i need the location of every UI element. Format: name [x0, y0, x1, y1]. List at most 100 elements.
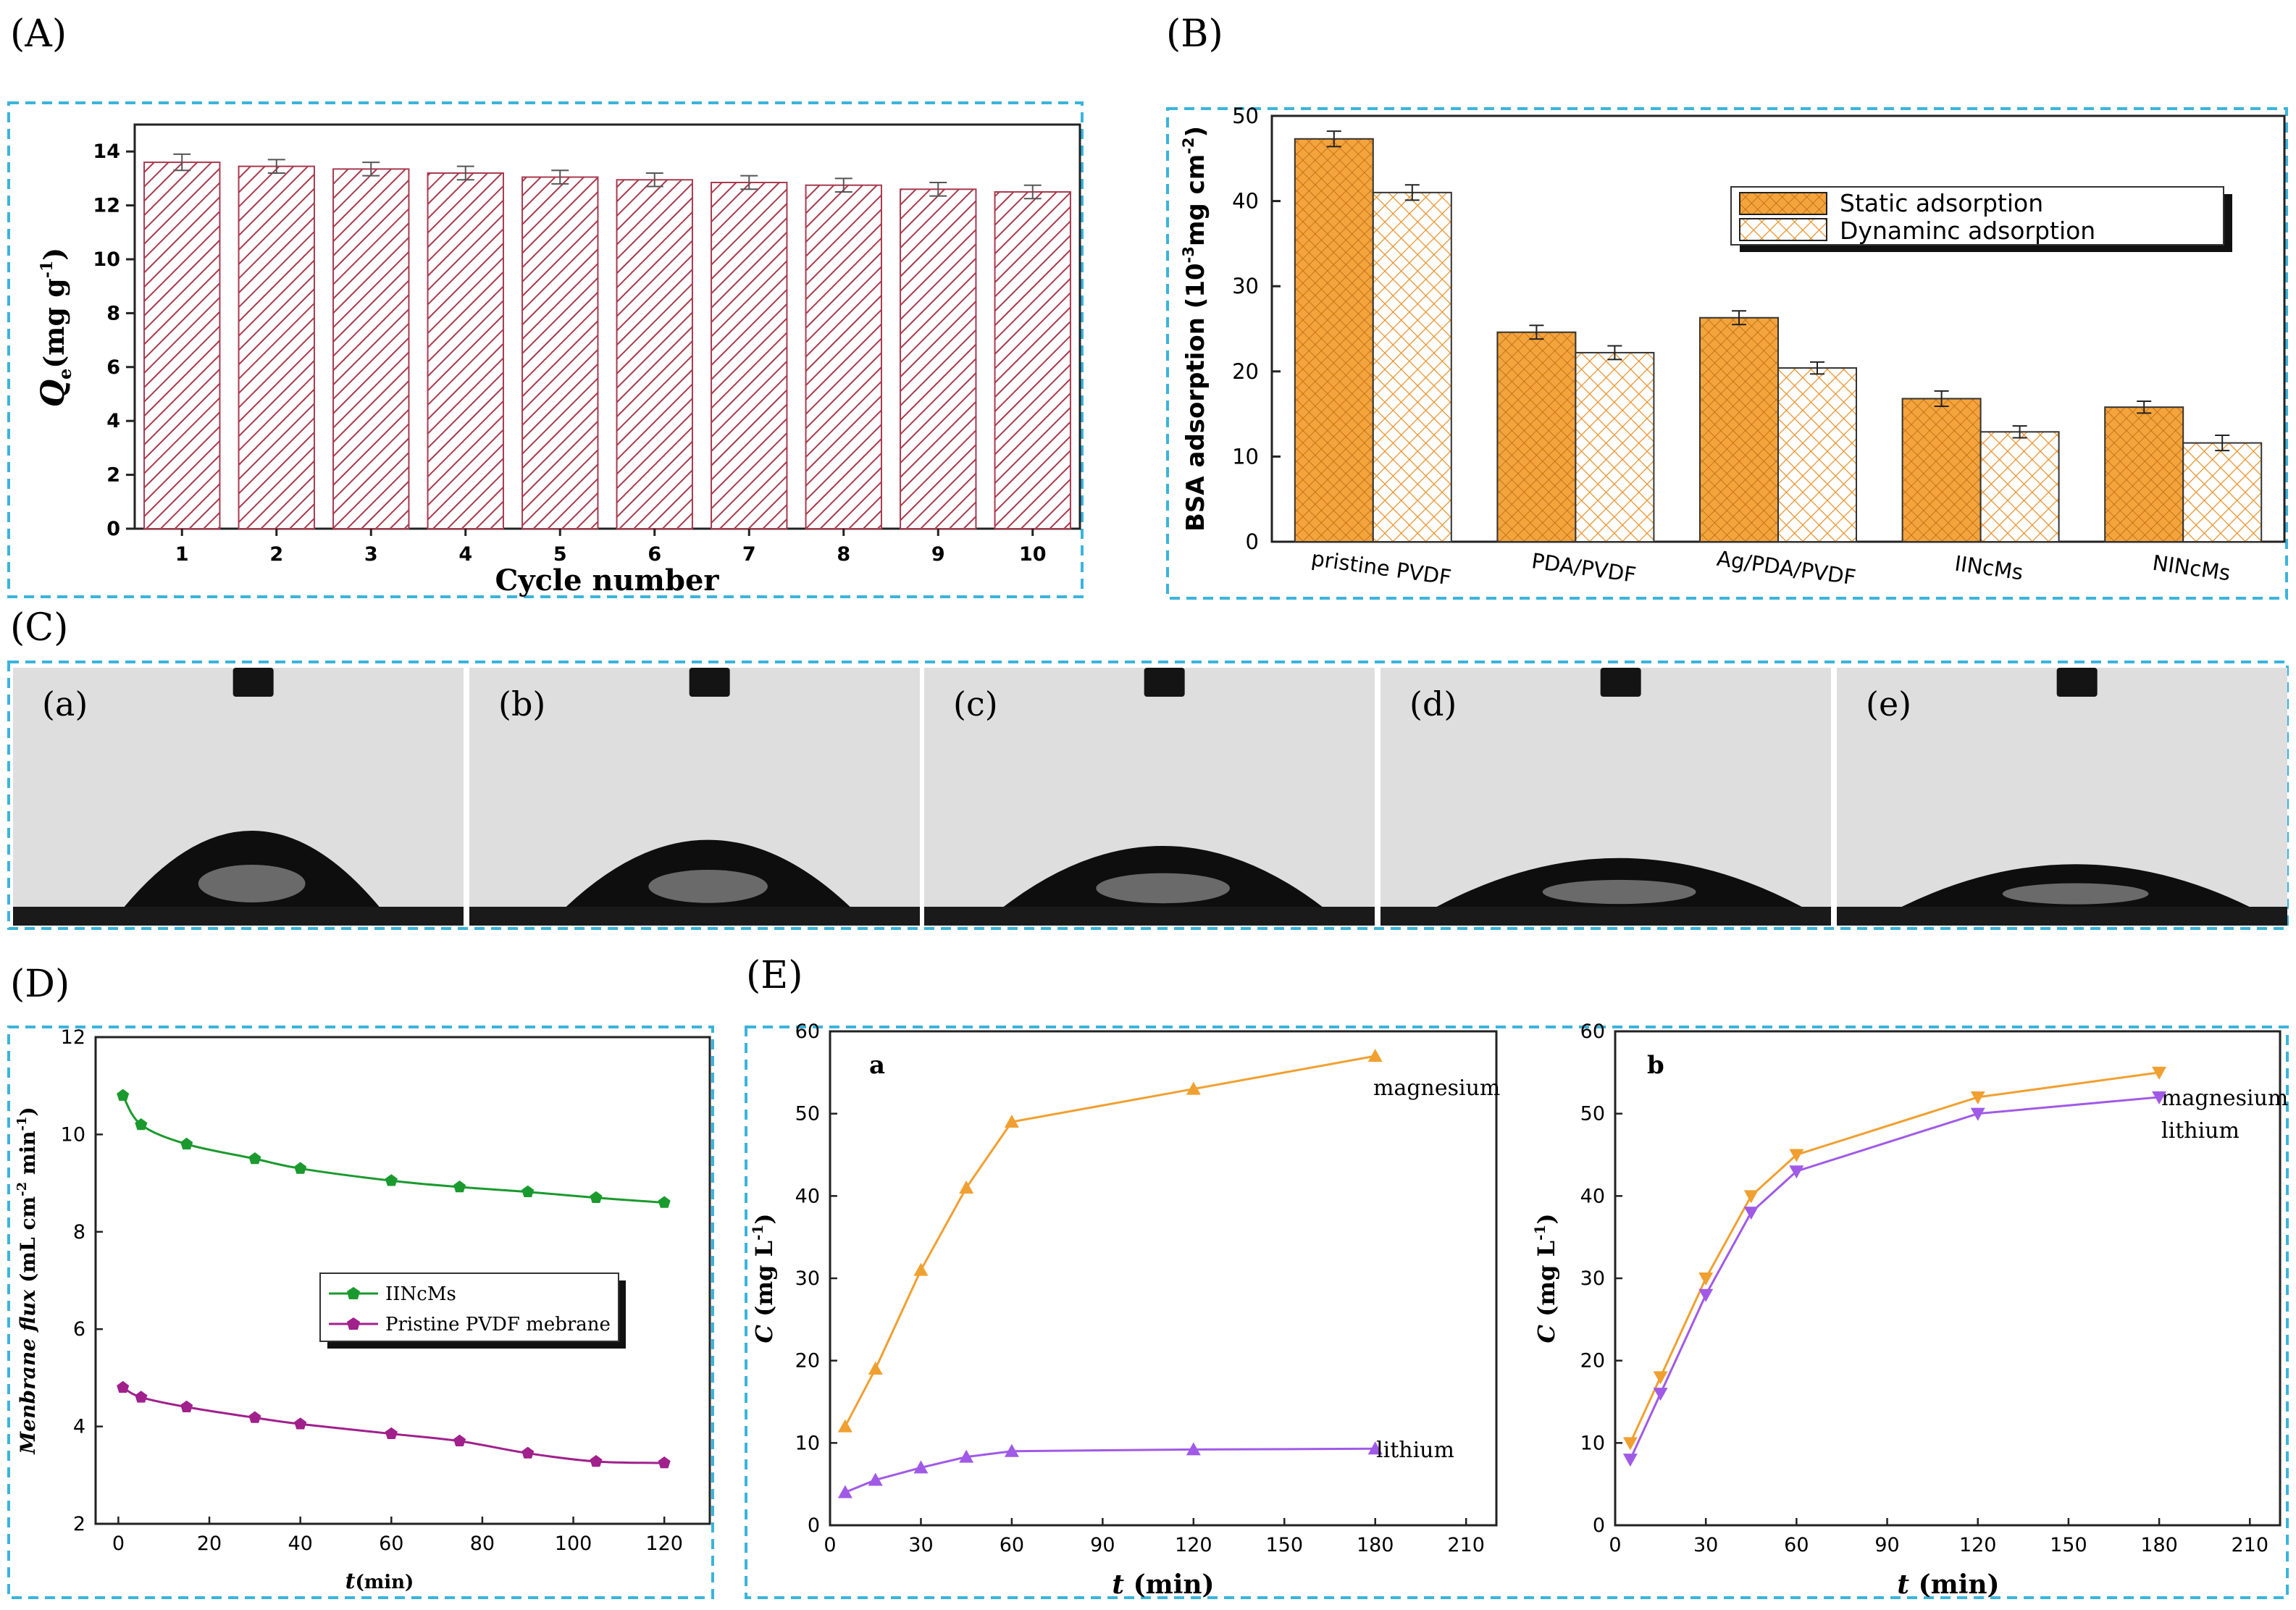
- b-xtick-label: Ag/PDA/PVDF: [1715, 546, 1857, 590]
- ylabel-ea-sup: -1: [749, 1225, 766, 1241]
- b-ytick-label: 0: [1246, 529, 1259, 554]
- d-ytick-label: 2: [73, 1513, 85, 1535]
- eb-ytick-label: 40: [1580, 1185, 1605, 1207]
- ea-point-0: [959, 1180, 974, 1194]
- ylabel-a-unit: (mg g: [38, 278, 70, 369]
- eb-point-1: [1743, 1207, 1759, 1220]
- d-point-1: [385, 1427, 398, 1439]
- d-point-1: [180, 1400, 193, 1412]
- legend-label-static: Static adsorption: [1840, 189, 2043, 217]
- photo-0-highlight: [198, 865, 306, 902]
- eb-ytick-label: 20: [1580, 1350, 1605, 1372]
- ea-xtick-label: 60: [1000, 1534, 1024, 1556]
- eb-point-0: [1789, 1149, 1804, 1162]
- chart-eb-letter: b: [1647, 1051, 1664, 1080]
- ea-point-0: [837, 1419, 852, 1433]
- xlabel-eb-main: t: [1897, 1569, 1909, 1600]
- d-xtick-label: 40: [288, 1533, 312, 1555]
- b-xtick-label: IINcMs: [1953, 551, 2025, 585]
- ea-point-1: [959, 1449, 974, 1463]
- photo-3-label: (d): [1409, 684, 1457, 724]
- chart-ea-xlabel: t (min): [1112, 1569, 1214, 1600]
- eb-xtick-label: 60: [1784, 1534, 1809, 1556]
- legend-swatch-dynamic: [1739, 218, 1827, 241]
- ylabel-a-main: Q: [35, 380, 72, 407]
- a-bar: [711, 181, 788, 529]
- chart-d-xlabel: t(min): [345, 1569, 414, 1594]
- ea-series-label-1: lithium: [1376, 1438, 1454, 1463]
- ea-ytick-label: 10: [795, 1432, 820, 1454]
- legend-swatch-static: [1739, 192, 1827, 215]
- eb-point-0: [1743, 1190, 1759, 1204]
- d-point-1: [294, 1417, 307, 1430]
- ea-xtick-label: 150: [1265, 1534, 1303, 1556]
- photo-0-substrate: [13, 907, 464, 926]
- legend-d-marker-pvdf: [347, 1317, 360, 1330]
- d-point-0: [294, 1162, 307, 1174]
- legend-d-label-pvdf: Pristine PVDF mebrane: [385, 1314, 611, 1336]
- ylabel-eb-unit: (mg L: [1533, 1241, 1560, 1325]
- ylabel-d-close: ): [16, 1107, 40, 1116]
- chart-b-legend: Static adsorption Dynaminc adsorption: [1730, 186, 2232, 252]
- b-bar-dynamic: [1575, 351, 1655, 542]
- d-point-0: [453, 1181, 466, 1193]
- d-ytick-label: 4: [73, 1416, 85, 1438]
- chart-ea-letter: a: [869, 1051, 885, 1080]
- ea-ytick-label: 50: [795, 1103, 820, 1125]
- frame-c: [7, 661, 2289, 930]
- ea-point-0: [868, 1362, 883, 1375]
- b-bar-static: [1294, 138, 1374, 542]
- legend-d-box: [319, 1273, 619, 1342]
- xlabel-ea-main: t: [1112, 1569, 1124, 1600]
- a-ytick-label: 0: [106, 518, 120, 540]
- eb-xtick-label: 30: [1693, 1534, 1718, 1556]
- ylabel-a-sup: -1: [38, 261, 56, 278]
- ea-ytick-label: 40: [795, 1185, 820, 1207]
- b-bar-static: [1699, 316, 1779, 542]
- ea-point-0: [1367, 1049, 1383, 1062]
- d-point-1: [521, 1446, 535, 1459]
- eb-ytick-label: 60: [1580, 1020, 1605, 1043]
- a-xtick-label: 4: [458, 543, 472, 566]
- eb-xtick-label: 120: [1959, 1534, 1997, 1556]
- photo-2-substrate: [924, 907, 1375, 926]
- ylabel-d-sup: -2: [14, 1182, 30, 1196]
- ea-xtick-label: 30: [908, 1534, 933, 1556]
- a-bar: [143, 162, 221, 530]
- ea-point-0: [1004, 1115, 1019, 1128]
- a-ytick-label: 10: [93, 248, 120, 271]
- b-ytick-label: 50: [1232, 104, 1259, 128]
- photo-1-substrate: [469, 907, 920, 926]
- d-xtick-label: 120: [645, 1533, 683, 1555]
- ea-xtick-label: 180: [1357, 1534, 1394, 1556]
- chart-d-plot-area: [94, 1036, 711, 1525]
- chart-d: 0 20 40 60 80 100 120 2 4 6 8 10 12 t(min) Menbrane …: [14, 1026, 711, 1594]
- ea-point-1: [913, 1460, 929, 1474]
- a-bar: [427, 172, 504, 530]
- d-point-1: [117, 1380, 130, 1393]
- d-xtick-label: 20: [197, 1533, 222, 1555]
- eb-point-1: [1698, 1288, 1714, 1302]
- a-xtick-label: 10: [1019, 543, 1047, 566]
- eb-series-label-1: lithium: [2161, 1118, 2240, 1144]
- d-point-1: [658, 1456, 671, 1469]
- chart-a-ylabel: Qe(mg g-1): [35, 248, 75, 408]
- ea-point-1: [1004, 1443, 1019, 1457]
- eb-ytick-label: 30: [1580, 1267, 1605, 1290]
- eb-xtick-label: 180: [2140, 1534, 2178, 1556]
- xlabel-d-main: t: [345, 1569, 356, 1594]
- photo-0-label: (a): [42, 684, 88, 724]
- eb-point-1: [1622, 1454, 1638, 1467]
- eb-point-0: [1698, 1273, 1714, 1286]
- photo-4-highlight: [2002, 883, 2149, 905]
- xlabel-eb-unit: (min): [1909, 1569, 2000, 1600]
- eb-point-1: [2152, 1091, 2167, 1104]
- eb-xtick-label: 150: [2050, 1534, 2087, 1556]
- ea-ytick-label: 60: [795, 1020, 820, 1043]
- d-ytick-label: 8: [73, 1221, 85, 1244]
- b-ytick-label: 40: [1232, 189, 1259, 214]
- d-point-1: [590, 1455, 603, 1467]
- ylabel-ea-unit: (mg L: [750, 1241, 778, 1325]
- ylabel-d-sup2: -1: [14, 1116, 30, 1131]
